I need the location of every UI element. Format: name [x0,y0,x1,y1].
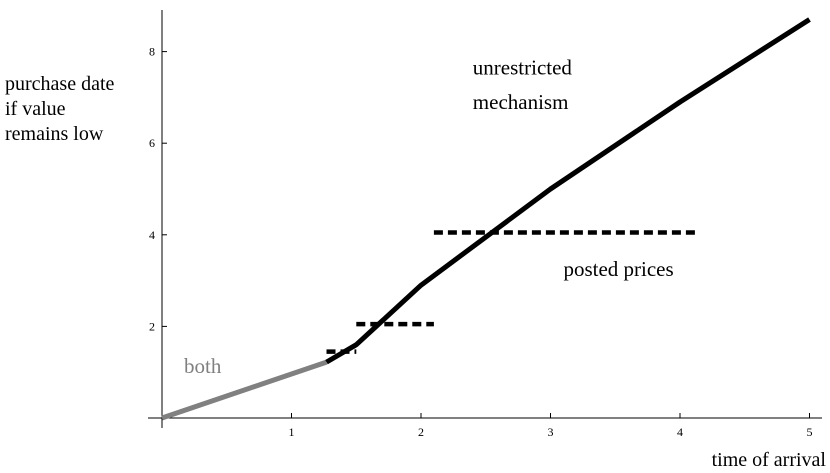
ticks: 1 2 3 4 5 2 4 6 8 [149,45,813,439]
x-tick-label-3: 3 [548,425,554,439]
y-tick-label-6: 6 [149,136,155,150]
y-tick-label-2: 2 [149,319,155,333]
y-tick-label-4: 4 [149,228,155,242]
annotation-layer: both unrestricted mechanism posted prices [184,56,674,379]
series-line-1 [161,359,328,421]
series-layer [161,17,811,421]
annotation-1: both [184,354,222,378]
x-tick-label-5: 5 [807,425,813,439]
y-axis-label-line-1: purchase date [5,73,115,95]
annotation-4: posted prices [563,257,673,281]
annotation-2: unrestricted [473,56,573,80]
x-tick-label-2: 2 [418,425,424,439]
axes [148,10,822,428]
series-line-2 [325,17,811,365]
y-tick-label-8: 8 [149,45,155,59]
x-tick-label-4: 4 [677,425,683,439]
y-axis-label-line-3: remains low [5,123,104,145]
y-axis-label-line-2: if value [5,98,66,120]
x-axis-label: time of arrival [712,449,827,471]
x-tick-label-1: 1 [289,425,295,439]
annotation-3: mechanism [473,90,569,114]
